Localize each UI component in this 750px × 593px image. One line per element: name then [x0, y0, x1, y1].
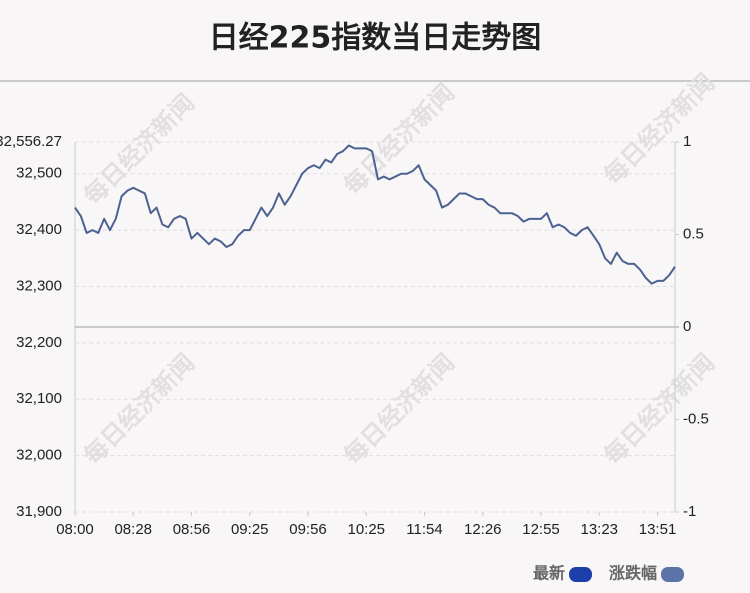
legend-swatch: [661, 567, 685, 582]
x-tick-label: 13:51: [639, 521, 677, 538]
watermark: 每日经济新闻: [78, 88, 200, 210]
x-tick-label: 08:56: [173, 521, 211, 538]
y-tick-label: 32,556.27: [0, 133, 62, 150]
x-tick-label: 12:55: [522, 521, 560, 538]
y-tick-label: 32,500: [16, 165, 62, 182]
legend-label: 涨跌幅: [609, 564, 657, 583]
y-tick-label: 32,300: [16, 277, 62, 294]
legend-label: 最新: [533, 564, 565, 583]
y-tick-label: 32,100: [16, 390, 62, 407]
price-line: [74, 144, 676, 285]
watermark: 每日经济新闻: [598, 68, 720, 190]
watermark: 每日经济新闻: [78, 348, 200, 470]
watermark: 每日经济新闻: [338, 78, 460, 200]
y2-tick-label: -0.5: [683, 410, 709, 427]
legend-swatch: [569, 567, 593, 582]
y-tick-label: 32,200: [16, 334, 62, 351]
x-tick-label: 09:25: [231, 521, 269, 538]
y-tick-label: 32,000: [16, 447, 62, 464]
y-tick-label: 31,900: [16, 503, 62, 520]
x-tick-label: 12:26: [464, 521, 502, 538]
y2-tick-label: 0.5: [683, 225, 704, 242]
x-tick-label: 08:28: [114, 521, 152, 538]
x-tick-label: 10:25: [347, 521, 385, 538]
chart-title: 日经225指数当日走势图: [209, 21, 542, 56]
y2-tick-label: 0: [683, 318, 691, 335]
x-tick-label: 08:00: [56, 521, 94, 538]
watermark: 每日经济新闻: [338, 348, 460, 470]
y-tick-label: 32,400: [16, 221, 62, 238]
x-tick-label: 13:23: [580, 521, 618, 538]
y2-tick-label: -1: [683, 503, 696, 520]
y2-tick-label: 1: [683, 133, 691, 150]
watermark: 每日经济新闻: [598, 348, 720, 470]
x-tick-label: 09:56: [289, 521, 327, 538]
x-tick-label: 11:54: [406, 521, 442, 538]
